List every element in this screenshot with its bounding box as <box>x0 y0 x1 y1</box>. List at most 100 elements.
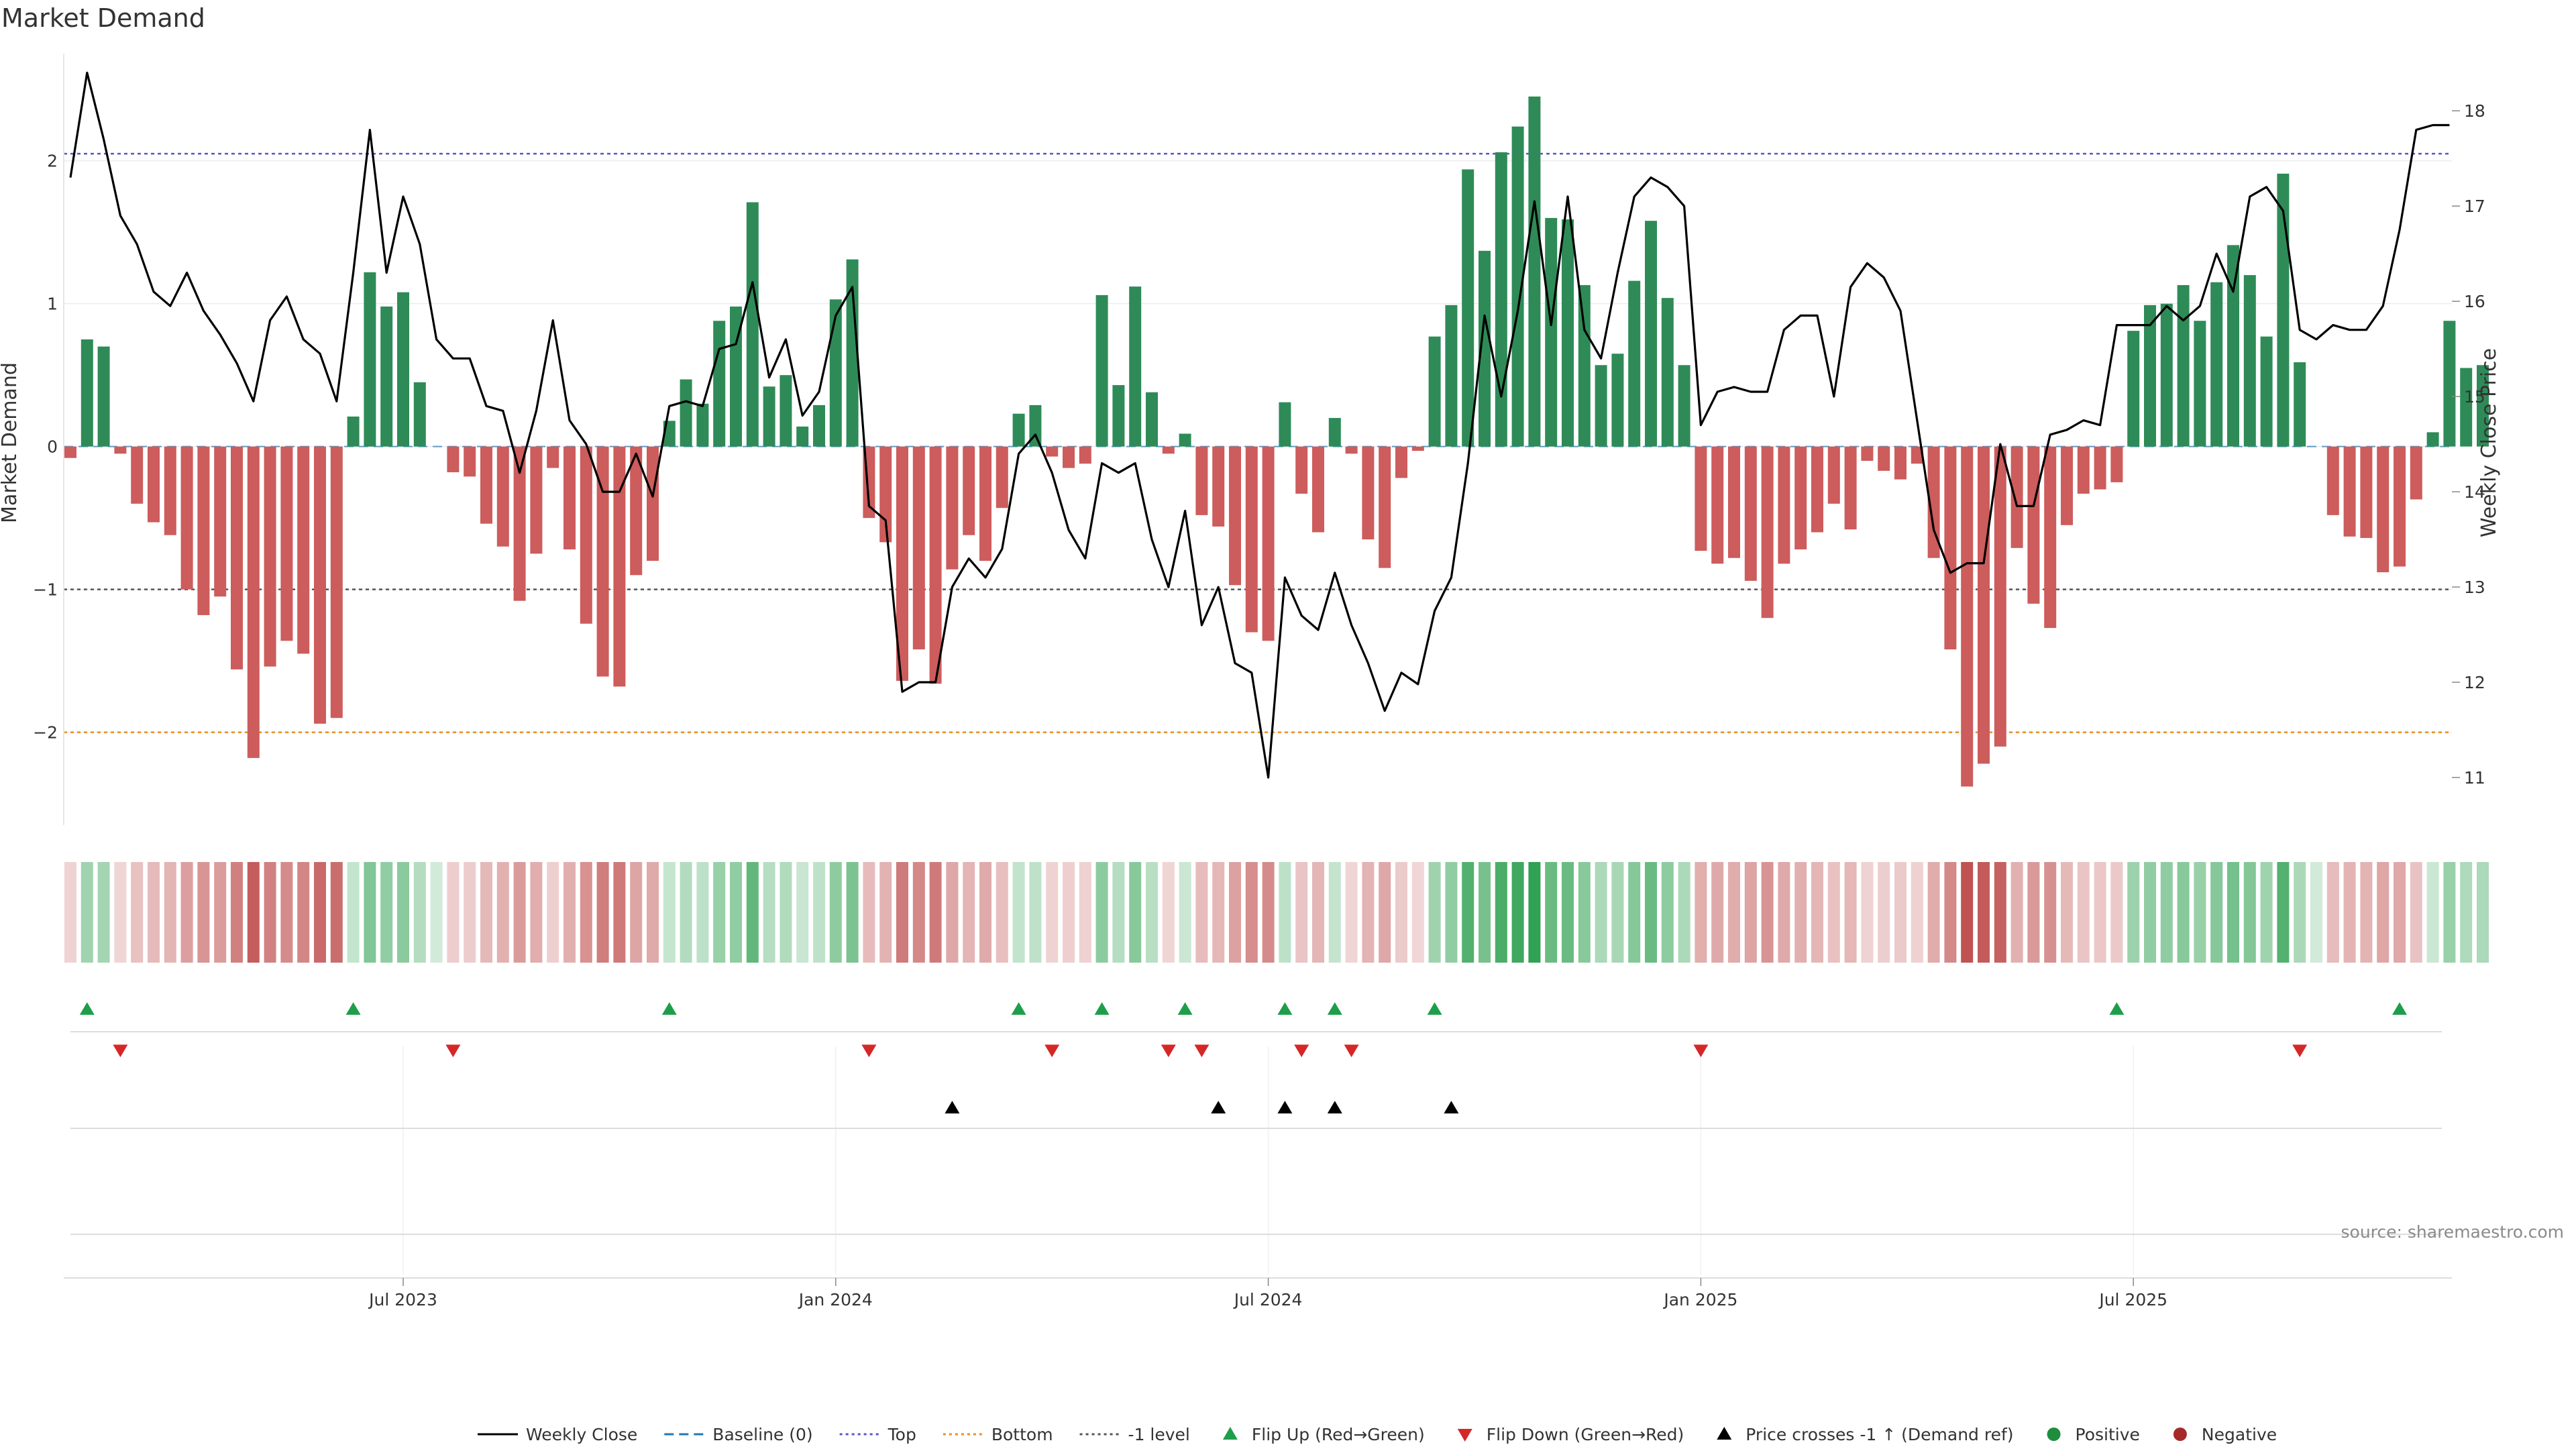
negative-demand-bar <box>630 446 643 576</box>
legend-item-top: Top <box>839 1425 916 1444</box>
positive-demand-bar <box>1279 402 1291 447</box>
negative-demand-bar <box>1827 446 1840 504</box>
demand-bars <box>64 96 2489 787</box>
positive-demand-bar <box>1095 294 1108 447</box>
positive-demand-bar <box>2177 285 2190 447</box>
flip-up-marker <box>1094 1002 1110 1015</box>
heat-cell <box>280 862 293 963</box>
heat-cell <box>1661 862 1674 963</box>
negative-demand-bar <box>1927 446 1940 558</box>
negative-demand-bar <box>1894 446 1907 480</box>
flip-down-marker <box>1693 1044 1709 1057</box>
heat-cell <box>1578 862 1591 963</box>
flip-up-marker <box>1427 1002 1442 1015</box>
negative-demand-bar <box>2343 446 2356 537</box>
heat-cell <box>2010 862 2023 963</box>
negative-demand-bar <box>1379 446 1391 568</box>
heat-cell <box>1545 862 1558 963</box>
heat-cell <box>896 862 908 963</box>
legend-label-minus1: -1 level <box>1128 1425 1190 1444</box>
heat-cell <box>214 862 227 963</box>
y-tick-label-left: −2 <box>33 723 58 743</box>
y-tick-label-left: 0 <box>47 437 58 457</box>
heat-cell <box>1611 862 1624 963</box>
heat-cell <box>330 862 343 963</box>
y-tick-label-right: 14 <box>2464 482 2485 502</box>
flip-down-marker <box>1344 1044 1359 1057</box>
heat-cell <box>2443 862 2456 963</box>
negative-demand-bar <box>1212 446 1225 527</box>
heat-cell <box>1479 862 1491 963</box>
flip-up-marker <box>79 1002 95 1015</box>
heat-cell <box>1362 862 1375 963</box>
heat-cell <box>2394 862 2406 963</box>
heat-cell <box>2077 862 2090 963</box>
negative-demand-bar <box>1295 446 1308 494</box>
heat-cell <box>131 862 144 963</box>
heat-cell <box>1245 862 1258 963</box>
heat-cell <box>1645 862 1657 963</box>
heat-cell <box>1029 862 1042 963</box>
positive-demand-bar <box>2477 365 2489 447</box>
heat-cell <box>1794 862 1807 963</box>
heat-cell <box>447 862 460 963</box>
heat-cell <box>663 862 676 963</box>
negative-demand-bar <box>1978 446 1990 764</box>
legend-label-top: Top <box>888 1425 916 1444</box>
negative-demand-bar <box>2394 446 2406 567</box>
heat-cell <box>963 862 975 963</box>
flip-down-marker <box>1044 1044 1060 1057</box>
heat-cell <box>1961 862 1974 963</box>
positive-demand-bar <box>1479 250 1491 447</box>
heat-cell <box>1095 862 1108 963</box>
heat-cell <box>1528 862 1541 963</box>
heat-cell <box>846 862 859 963</box>
heat-cell <box>596 862 609 963</box>
flip-down-marker <box>2292 1044 2308 1057</box>
legend-swatch-positive <box>2047 1428 2061 1441</box>
negative-demand-bar <box>2110 446 2123 482</box>
heat-cell <box>2127 862 2140 963</box>
negative-demand-bar <box>2044 446 2057 629</box>
heat-cell <box>547 862 559 963</box>
heat-cell <box>647 862 659 963</box>
negative-demand-bar <box>214 446 227 597</box>
heat-cell <box>730 862 742 963</box>
positive-demand-bar <box>2127 331 2140 447</box>
negative-demand-bar <box>197 446 210 615</box>
negative-demand-bar <box>180 446 193 590</box>
negative-demand-bar <box>2061 446 2073 525</box>
positive-demand-bar <box>763 386 775 447</box>
flip-down-marker <box>861 1044 877 1057</box>
heat-cell <box>863 862 875 963</box>
heat-cell <box>1495 862 1507 963</box>
positive-demand-bar <box>1428 336 1441 447</box>
negative-demand-bar <box>148 446 160 523</box>
negative-demand-bar <box>896 446 908 681</box>
heat-cell <box>1878 862 1890 963</box>
positive-demand-bar <box>1562 219 1574 447</box>
positive-demand-bar <box>97 346 110 447</box>
flip-up-marker <box>2392 1002 2407 1015</box>
heat-cell <box>97 862 110 963</box>
negative-demand-bar <box>64 446 76 458</box>
heat-cell <box>1262 862 1275 963</box>
heat-cell <box>2294 862 2306 963</box>
heat-cell <box>613 862 626 963</box>
negative-demand-bar <box>2410 446 2422 500</box>
legend-swatch-flipdown <box>1457 1429 1472 1442</box>
heat-cell <box>2227 862 2239 963</box>
positive-demand-bar <box>1146 392 1158 447</box>
positive-demand-bar <box>680 379 692 447</box>
flip-up-marker <box>661 1002 677 1015</box>
y-tick-label-right: 13 <box>2464 578 2485 597</box>
negative-demand-bar <box>231 446 243 669</box>
heat-cell <box>2377 862 2390 963</box>
y-tick-label-right: 11 <box>2464 768 2485 788</box>
heat-cell <box>2343 862 2356 963</box>
negative-demand-bar <box>1395 446 1407 478</box>
heat-cell <box>464 862 476 963</box>
positive-demand-bar <box>1528 96 1541 447</box>
positive-demand-bar <box>2160 303 2173 447</box>
